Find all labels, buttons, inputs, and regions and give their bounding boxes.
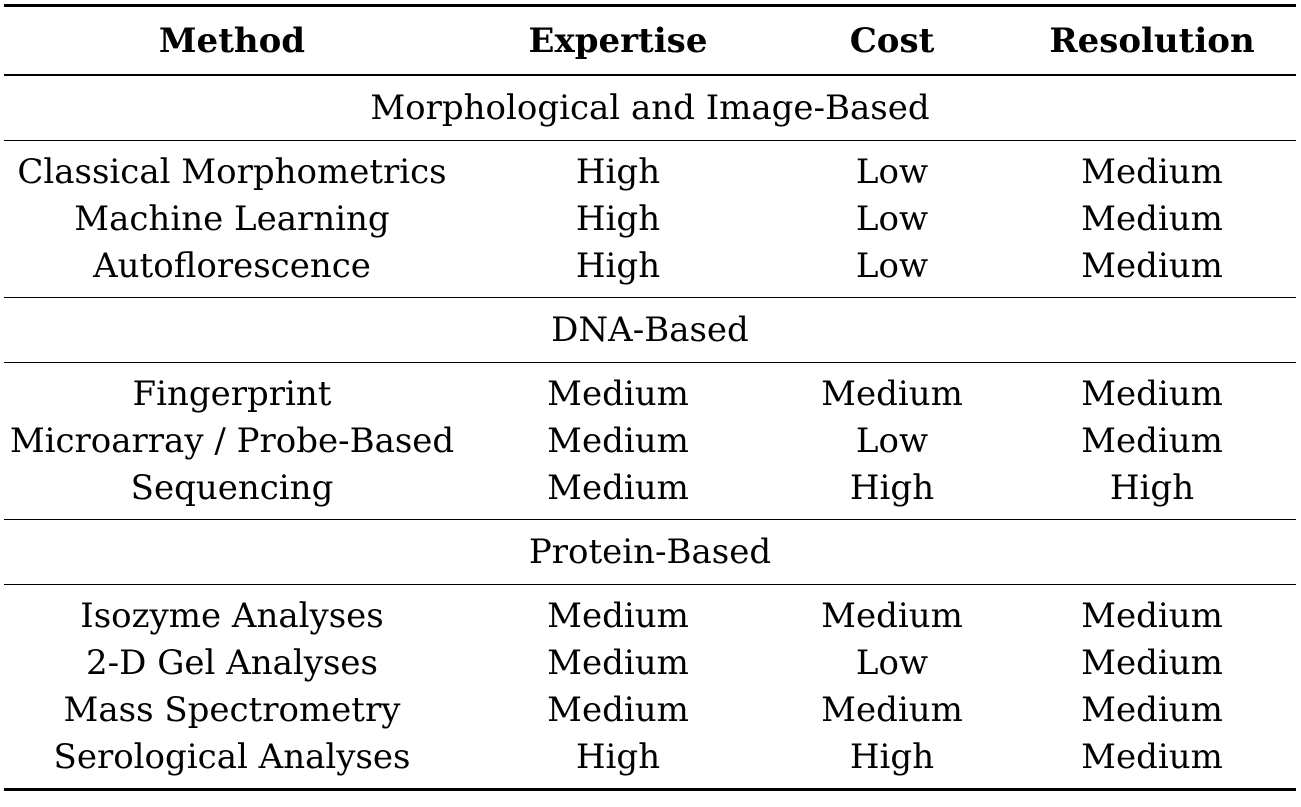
- cell-resolution: Medium: [1081, 152, 1223, 193]
- cell-cost: Medium: [821, 374, 963, 415]
- cell-resolution: Medium: [1008, 733, 1296, 791]
- cell-resolution: High: [1109, 467, 1195, 508]
- cell-method: Machine Learning: [74, 199, 390, 240]
- cell-method: Classical Morphometrics: [17, 152, 447, 193]
- methods-comparison-table: Method Expertise Cost Resolution Morphol…: [4, 4, 1296, 791]
- cell-resolution: Medium: [1081, 643, 1223, 684]
- cell-resolution: Medium: [1081, 199, 1223, 240]
- cell-expertise: Medium: [547, 643, 689, 684]
- column-header-cost: Cost: [849, 20, 935, 61]
- cell-method: Autoflorescence: [93, 245, 371, 286]
- cell-expertise: Medium: [547, 689, 689, 730]
- table-row: Machine Learning High Low Medium: [4, 196, 1296, 243]
- cell-cost: Low: [855, 421, 929, 462]
- group-title: DNA-Based: [4, 297, 1296, 364]
- cell-expertise: High: [575, 245, 661, 286]
- cell-expertise: High: [460, 733, 776, 791]
- table-row: Sequencing Medium High High: [4, 464, 1296, 519]
- cell-cost: Medium: [821, 689, 963, 730]
- cell-expertise: High: [575, 199, 661, 240]
- column-header-expertise: Expertise: [528, 20, 708, 61]
- table-row: Classical Morphometrics High Low Medium: [4, 141, 1296, 196]
- group-title: Protein-Based: [4, 519, 1296, 586]
- cell-resolution: Medium: [1081, 374, 1223, 415]
- cell-method: Isozyme Analyses: [80, 596, 384, 637]
- group-header-row: Protein-Based: [4, 519, 1296, 586]
- cell-cost: Low: [855, 245, 929, 286]
- cell-cost: Medium: [821, 596, 963, 637]
- column-header-resolution: Resolution: [1049, 20, 1255, 61]
- cell-expertise: High: [575, 152, 661, 193]
- table-row: Fingerprint Medium Medium Medium: [4, 363, 1296, 418]
- table-row: Serological Analyses High High Medium: [4, 733, 1296, 791]
- cell-method: 2-D Gel Analyses: [86, 643, 378, 684]
- cell-resolution: Medium: [1081, 596, 1223, 637]
- table-row: Autoflorescence High Low Medium: [4, 242, 1296, 297]
- group-header-row: DNA-Based: [4, 297, 1296, 364]
- cell-resolution: Medium: [1081, 421, 1223, 462]
- cell-method: Mass Spectrometry: [63, 689, 401, 730]
- cell-cost: Low: [855, 152, 929, 193]
- table-header-row: Method Expertise Cost Resolution: [4, 5, 1296, 75]
- cell-cost: High: [849, 467, 935, 508]
- cell-method: Sequencing: [130, 467, 334, 508]
- group-header-row: Morphological and Image-Based: [4, 75, 1296, 141]
- cell-method: Serological Analyses: [4, 733, 460, 791]
- group-title: Morphological and Image-Based: [4, 75, 1296, 141]
- table-row: Isozyme Analyses Medium Medium Medium: [4, 585, 1296, 640]
- table-row: Microarray / Probe-Based Medium Low Medi…: [4, 418, 1296, 465]
- cell-expertise: Medium: [547, 374, 689, 415]
- cell-cost: Low: [855, 643, 929, 684]
- cell-cost: High: [776, 733, 1008, 791]
- cell-resolution: Medium: [1081, 245, 1223, 286]
- cell-method: Fingerprint: [132, 374, 332, 415]
- table-row: Mass Spectrometry Medium Medium Medium: [4, 687, 1296, 734]
- cell-method: Microarray / Probe-Based: [9, 421, 455, 462]
- cell-expertise: Medium: [547, 467, 689, 508]
- cell-cost: Low: [855, 199, 929, 240]
- cell-expertise: Medium: [547, 596, 689, 637]
- table-row: 2-D Gel Analyses Medium Low Medium: [4, 640, 1296, 687]
- cell-expertise: Medium: [547, 421, 689, 462]
- cell-resolution: Medium: [1081, 689, 1223, 730]
- column-header-method: Method: [158, 20, 306, 61]
